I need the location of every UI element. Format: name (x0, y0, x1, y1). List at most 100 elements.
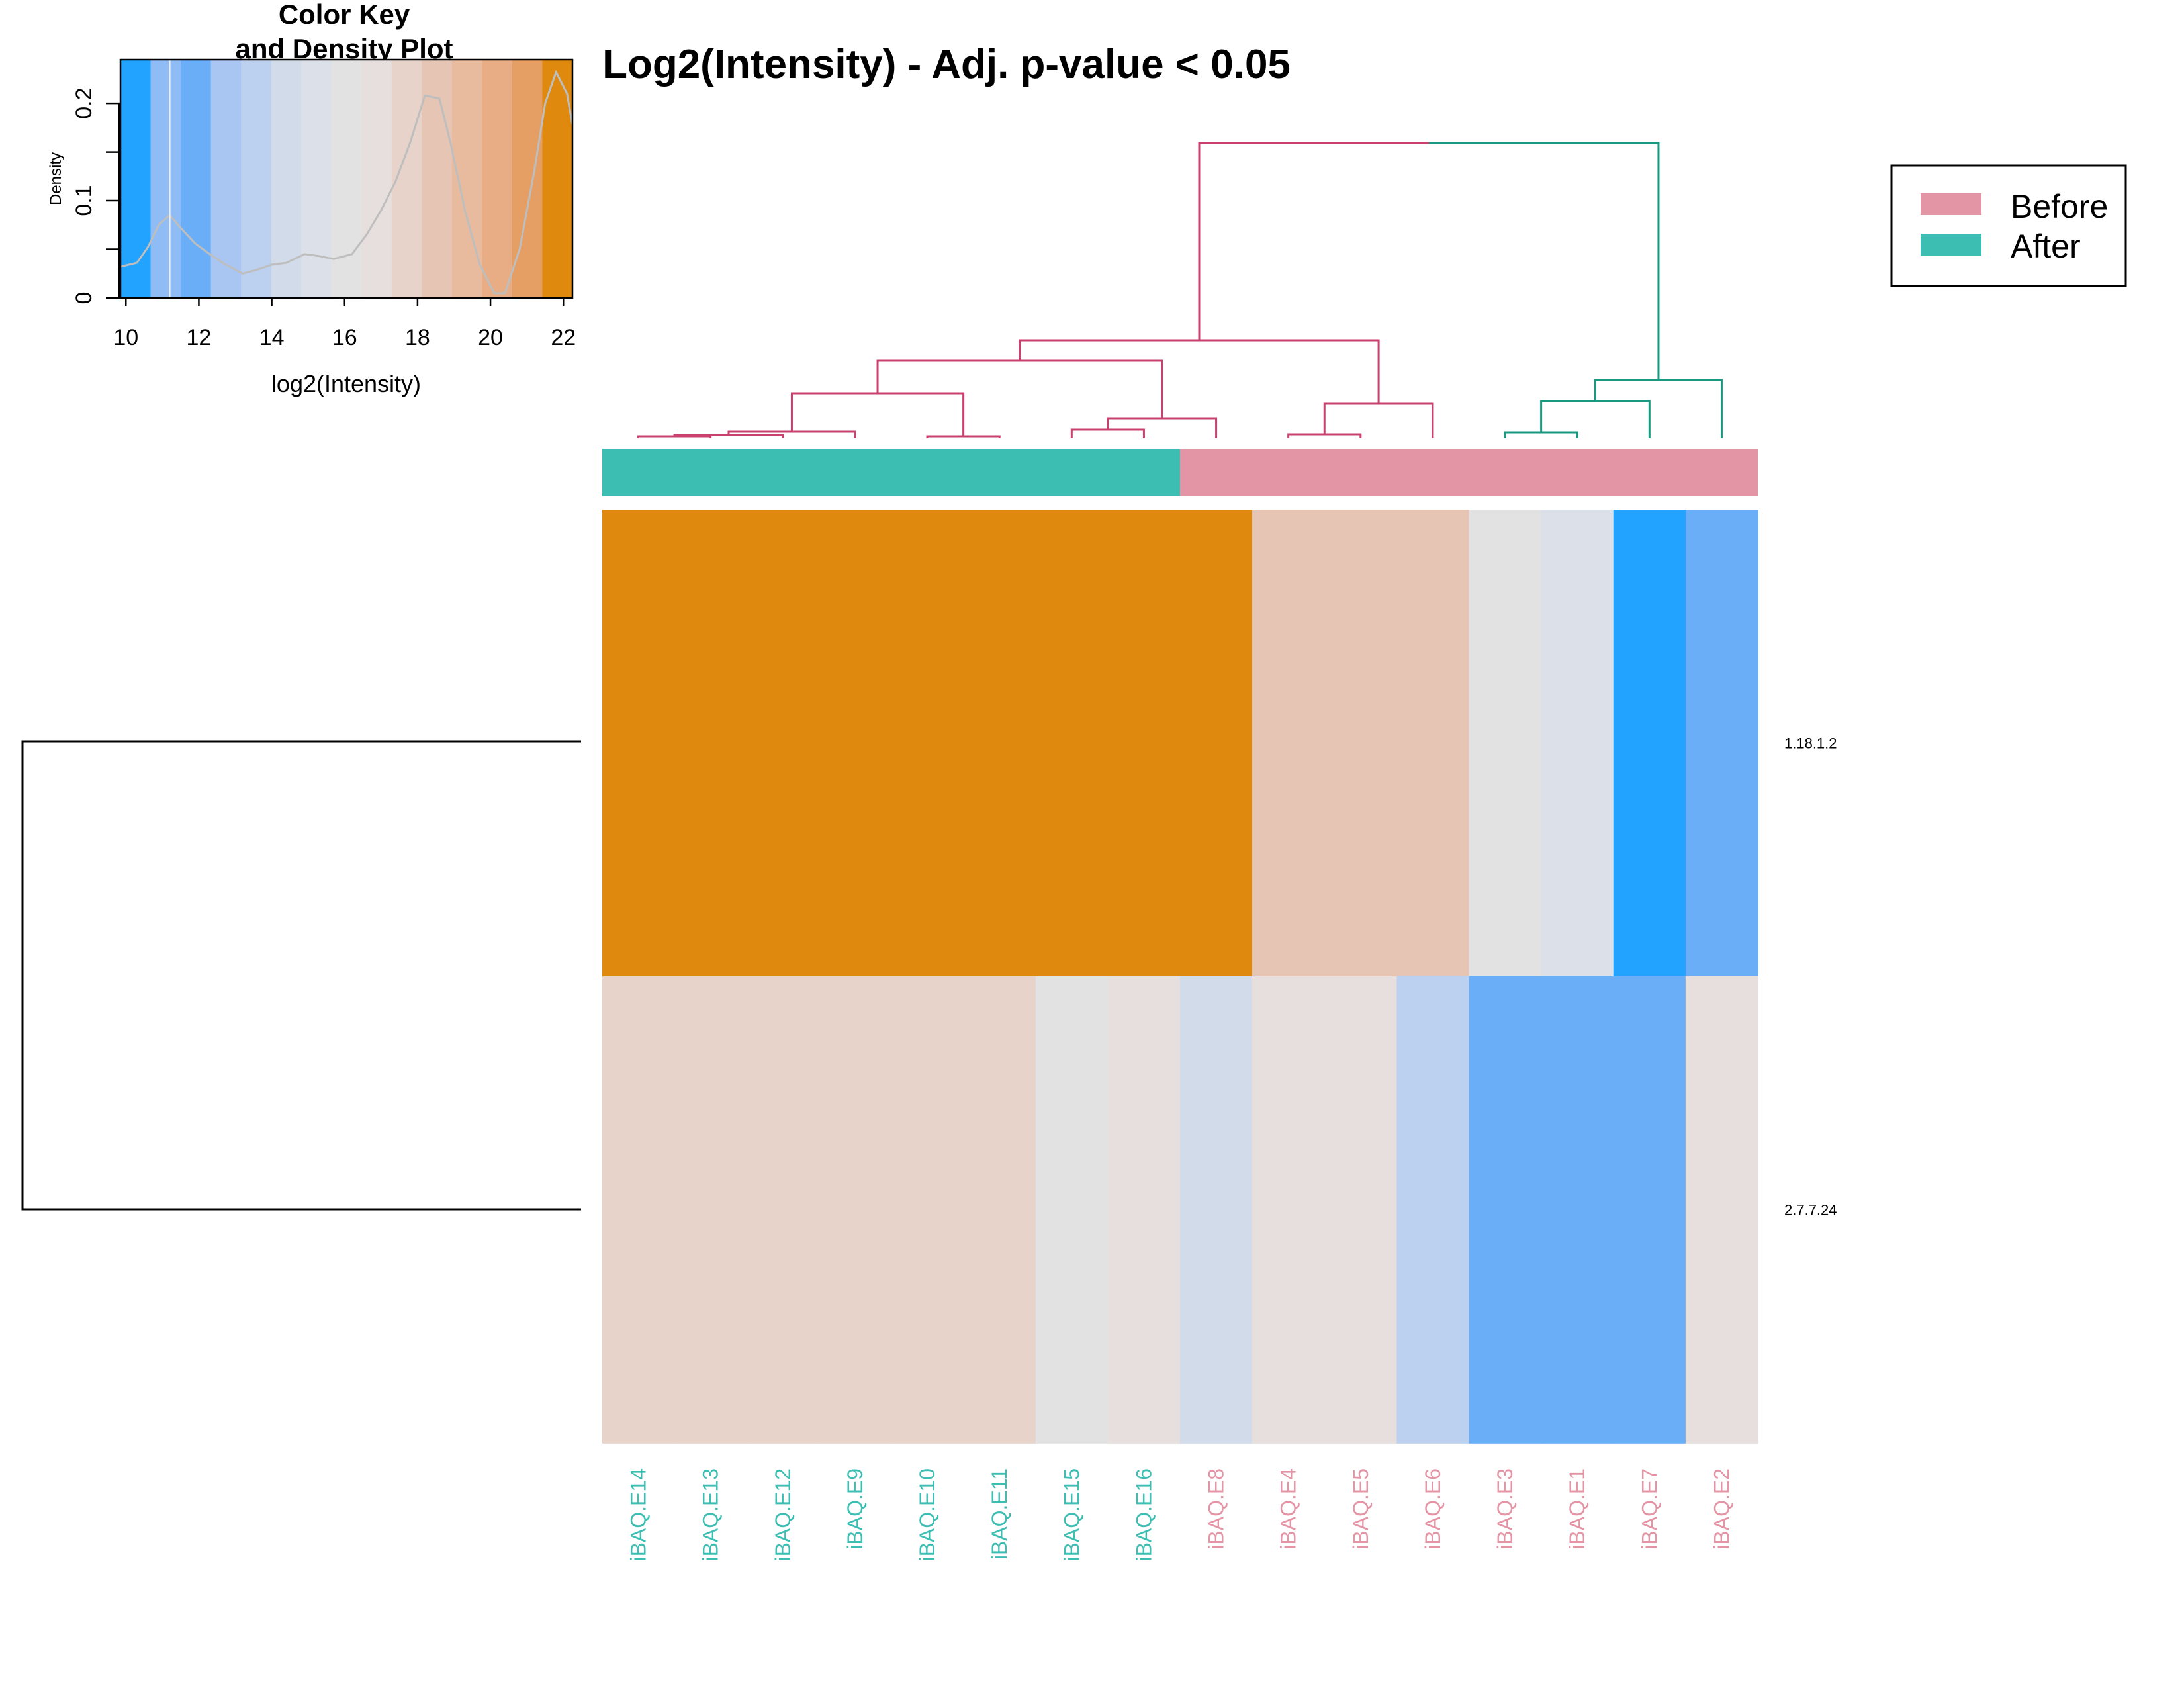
color-key-y-axis: 0 0.1 0.2 (71, 87, 120, 304)
heatmap-cell (1469, 976, 1542, 1444)
x-tick-label: 16 (332, 325, 357, 350)
dendrogram-branch (1070, 428, 1145, 438)
heatmap-cell (1035, 976, 1109, 1444)
heatmap-cell (1180, 976, 1253, 1444)
column-dendrogram (637, 142, 1723, 438)
color-key-bin (120, 60, 152, 298)
column-label: iBAQ.E1 (1565, 1468, 1589, 1550)
color-key-ylabel: Density (47, 152, 65, 205)
heatmap-cell (1613, 976, 1686, 1444)
dendrogram-branch (637, 435, 712, 438)
legend-label-after: After (2011, 228, 2081, 265)
heatmap-cell (891, 976, 964, 1444)
column-label: iBAQ.E11 (987, 1468, 1011, 1560)
column-label: iBAQ.E8 (1205, 1468, 1228, 1550)
x-tick-label: 14 (259, 325, 285, 350)
column-label: iBAQ.E5 (1349, 1468, 1373, 1550)
heatmap-cell (819, 976, 892, 1444)
dendrogram-branch (1323, 402, 1434, 438)
color-key-bins (120, 60, 573, 298)
dendrogram-branch (876, 359, 1163, 418)
legend-swatch-after (1921, 234, 1981, 256)
column-label: iBAQ.E4 (1277, 1468, 1300, 1550)
legend: Before After (1890, 164, 2127, 287)
row-label: 1.18.1.2 (1784, 735, 1837, 752)
heatmap-cell (1396, 976, 1470, 1444)
dendrogram-branch (1198, 142, 1429, 340)
heatmap-cell (1541, 510, 1614, 977)
row-label: 2.7.7.24 (1784, 1202, 1837, 1219)
color-key: Color Key and Density Plot 10 12 14 16 18 20 2… (47, 0, 576, 397)
legend-swatch-before (1921, 193, 1981, 215)
color-key-bin (482, 60, 513, 298)
heatmap-cell (963, 510, 1036, 977)
dendrogram-branch (1107, 417, 1218, 438)
y-tick-label: 0.1 (71, 185, 97, 216)
heatmap-cell (1685, 510, 1758, 977)
color-key-x-axis: 10 12 14 16 18 20 22 (113, 298, 576, 350)
column-label: iBAQ.E3 (1493, 1468, 1517, 1550)
heatmap-cell (819, 510, 892, 977)
heatmap-cell (1107, 510, 1181, 977)
color-key-bin (181, 60, 212, 298)
dendrogram-branch (1594, 379, 1723, 438)
column-label: iBAQ.E10 (915, 1468, 939, 1562)
heatmap-cell (674, 976, 748, 1444)
heatmap-cell (1469, 510, 1542, 977)
column-label: iBAQ.E7 (1637, 1468, 1661, 1550)
legend-label-before: Before (2011, 188, 2108, 225)
heatmap-cell (1541, 976, 1614, 1444)
row-labels: 1.18.1.2 2.7.7.24 (1784, 735, 1837, 1219)
density-curve (120, 70, 574, 295)
heatmap-cell (963, 976, 1036, 1444)
dendrogram-branch (926, 435, 1001, 438)
column-label: iBAQ.E2 (1709, 1468, 1733, 1550)
heatmap-cell (1613, 510, 1686, 977)
color-key-frame (119, 58, 574, 299)
column-label: iBAQ.E6 (1421, 1468, 1445, 1550)
dendrogram-branch (1287, 433, 1362, 438)
group-bar-after (602, 449, 1180, 496)
heatmap-cell (1685, 976, 1758, 1444)
color-key-bin (210, 60, 242, 298)
column-label: iBAQ.E13 (699, 1468, 723, 1562)
y-tick-label: 0.2 (71, 87, 97, 118)
column-label: iBAQ.E15 (1060, 1468, 1083, 1562)
row-dendrogram (21, 740, 581, 1211)
column-label: iBAQ.E14 (627, 1468, 651, 1562)
column-labels: iBAQ.E14 iBAQ.E13 iBAQ.E12 iBAQ.E9 iBAQ.E10 i… (627, 1468, 1734, 1562)
x-tick-label: 20 (478, 325, 503, 350)
column-label: iBAQ.E12 (771, 1468, 795, 1562)
heatmap-cell (1396, 510, 1470, 977)
x-tick-label: 12 (187, 325, 212, 350)
color-key-bin (241, 60, 272, 298)
heatmap-cell (747, 976, 820, 1444)
group-color-bar (602, 449, 1758, 496)
heatmap-cell (1107, 976, 1181, 1444)
heatmap-cell (1035, 510, 1109, 977)
heatmap-cell (602, 510, 675, 977)
color-key-title-line1: Color Key (279, 0, 410, 30)
color-key-bin (301, 60, 332, 298)
heatmap-cell (891, 510, 964, 977)
group-bar-before (1180, 449, 1758, 496)
heatmap-cell (1324, 510, 1398, 977)
heatmap-cells (602, 510, 1758, 1444)
color-key-bin (331, 60, 362, 298)
dendrogram-branch (790, 392, 965, 436)
color-key-bin (512, 60, 543, 298)
dendrogram-branch (1504, 431, 1578, 438)
column-label: iBAQ.E9 (843, 1468, 867, 1550)
x-tick-label: 10 (113, 325, 138, 350)
chart-title: Log2(Intensity) - Adj. p-value < 0.05 (602, 42, 1291, 87)
heatmap-cell (747, 510, 820, 977)
x-tick-label: 18 (405, 325, 430, 350)
heatmap-cell (1324, 976, 1398, 1444)
heatmap-cell (1252, 510, 1326, 977)
column-label: iBAQ.E16 (1132, 1468, 1156, 1562)
color-key-bin (150, 60, 181, 298)
heatmap-cell (1180, 510, 1253, 977)
heatmap-cell (1252, 976, 1326, 1444)
color-key-bin (422, 60, 453, 298)
